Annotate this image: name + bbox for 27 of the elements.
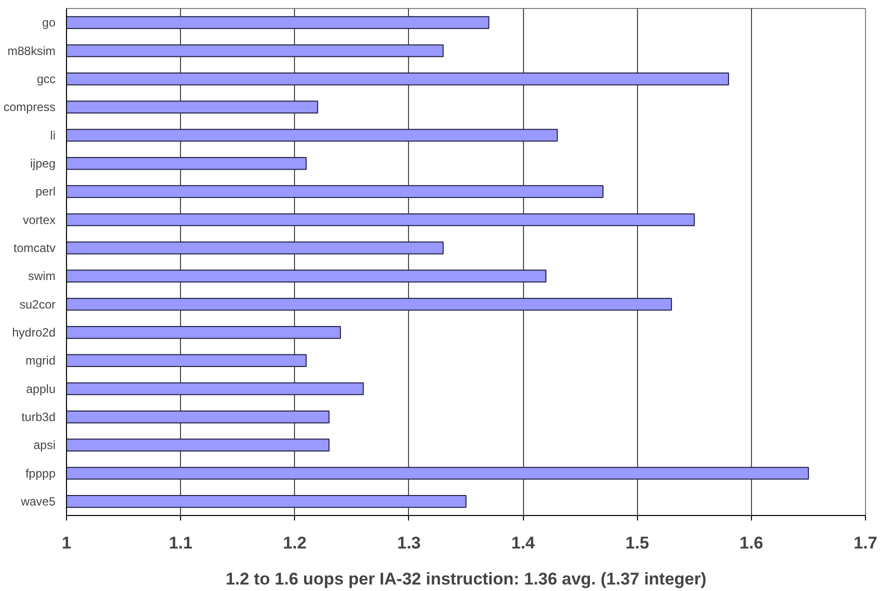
y-tick-label: mgrid	[25, 354, 56, 368]
y-tick-label: compress	[3, 100, 56, 114]
y-tick-label: tomcatv	[13, 240, 56, 255]
y-tick-label: vortex	[22, 212, 56, 227]
x-tick-label: 1.4	[511, 534, 536, 552]
x-tick-label: 1.5	[625, 534, 650, 552]
y-tick-label: hydro2d	[12, 325, 56, 340]
y-tick-label: swim	[28, 269, 56, 284]
y-tick-label: apsi	[33, 438, 56, 452]
x-tick-label: 1.6	[740, 534, 764, 552]
x-axis-title: 1.2 to 1.6 uops per IA-32 instruction: 1.36 avg. (1.37 integer)	[226, 570, 706, 588]
x-tick-label: 1.7	[854, 534, 878, 552]
x-tick-label: 1	[62, 534, 72, 552]
y-tick-label: perl	[35, 184, 56, 199]
y-tick-label: m88ksim	[7, 44, 56, 58]
y-tick-label: fpppp	[25, 466, 56, 480]
x-tick-label: 1.2	[282, 534, 307, 552]
y-tick-label: turb3d	[21, 410, 56, 424]
y-tick-label: li	[50, 128, 56, 142]
y-tick-label: wave5	[20, 494, 56, 508]
y-tick-label: go	[42, 16, 56, 30]
y-tick-label: applu	[26, 382, 56, 396]
y-tick-label: gcc	[36, 72, 56, 86]
y-tick-label: ijpeg	[30, 156, 56, 170]
y-tick-label: su2cor	[19, 297, 56, 312]
x-tick-label: 1.1	[168, 534, 192, 552]
x-tick-label: 1.3	[397, 534, 421, 552]
